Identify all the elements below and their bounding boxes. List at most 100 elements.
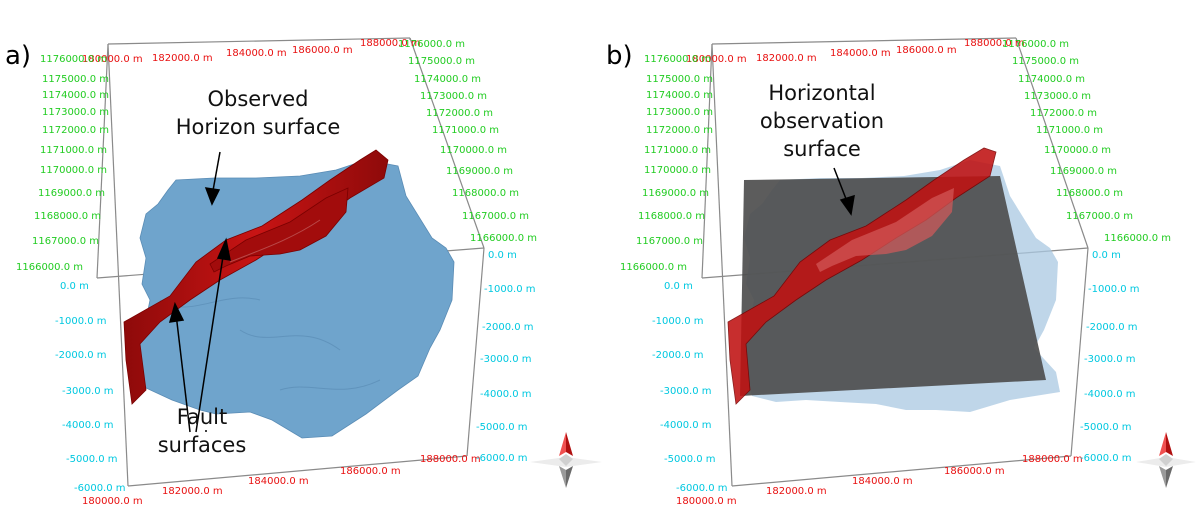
annotation-surface: surface [783,137,861,161]
tick-label: 1172000.0 m [646,125,713,136]
tick-label: 1176000.0 m [1002,39,1069,50]
tick-label: 1167000.0 m [462,211,529,222]
tick-label: 1171000.0 m [1036,125,1103,136]
annotation-observation: observation [760,109,884,133]
tick-label: 1166000.0 m [1104,233,1171,244]
tick-label: -5000.0 m [66,454,118,465]
tick-label: 1170000.0 m [1044,145,1111,156]
tick-label: -2000.0 m [482,322,534,333]
tick-label: 1176000.0 m [644,54,711,65]
tick-label: -3000.0 m [1084,354,1136,365]
tick-label: 182000.0 m [756,53,817,64]
tick-label: 184000.0 m [226,48,287,59]
tick-label: 1166000.0 m [16,262,83,273]
tick-label: 1168000.0 m [34,211,101,222]
tick-label: 188000.0 m [360,38,421,49]
tick-label: 1169000.0 m [446,166,513,177]
x-axis-bottom-ticks: 180000.0 m 182000.0 m 184000.0 m 186000.… [676,454,1083,507]
tick-label: -4000.0 m [660,420,712,431]
tick-label: -4000.0 m [480,389,532,400]
tick-label: 182000.0 m [152,53,213,64]
tick-label: 1167000.0 m [1066,211,1133,222]
tick-label: 188000.0 m [964,38,1025,49]
annotation-horizontal: Horizontal [768,81,875,105]
tick-label: 180000.0 m [82,54,143,65]
tick-label: 1175000.0 m [408,56,475,67]
tick-label: 186000.0 m [340,466,401,477]
panel-a: a) Ob [5,37,602,507]
z-axis-right-ticks: 0.0 m -1000.0 m -2000.0 m -3000.0 m -400… [1080,250,1140,464]
tick-label: 180000.0 m [686,54,747,65]
tick-label: -6000.0 m [476,453,528,464]
horizontal-observation-plane [740,176,1046,396]
tick-label: 184000.0 m [830,48,891,59]
x-axis-top-ticks: 180000.0 m 182000.0 m 184000.0 m 186000.… [82,38,421,65]
tick-label: 186000.0 m [944,466,1005,477]
annotation-arrows [833,167,855,216]
tick-label: 1172000.0 m [426,108,493,119]
fault-surface [816,188,954,272]
y-axis-left-ticks: 1176000.0 m 1175000.0 m 1174000.0 m 1173… [16,54,109,273]
tick-label: -2000.0 m [55,350,107,361]
tick-label: 1169000.0 m [38,188,105,199]
horizon-surface [139,159,455,439]
tick-label: -1000.0 m [1088,284,1140,295]
tick-label: 184000.0 m [248,476,309,487]
orientation-compass-icon [530,432,602,488]
y-axis-right-ticks: 1176000.0 m 1175000.0 m 1174000.0 m 1173… [398,39,537,244]
tick-label: -4000.0 m [1084,389,1136,400]
bounding-box-front [711,43,1089,487]
x-axis-top-ticks: 180000.0 m 182000.0 m 184000.0 m 186000.… [686,38,1025,65]
tick-label: 1175000.0 m [1012,56,1079,67]
tick-label: -5000.0 m [664,454,716,465]
tick-label: 182000.0 m [766,486,827,497]
tick-label: -6000.0 m [1080,453,1132,464]
tick-label: 1173000.0 m [42,107,109,118]
tick-label: 1176000.0 m [398,39,465,50]
tick-label: -5000.0 m [476,422,528,433]
tick-label: 1175000.0 m [42,74,109,85]
fault-surface [209,187,349,273]
tick-label: 180000.0 m [82,496,143,507]
z-axis-left-ticks: 0.0 m -1000.0 m -2000.0 m -3000.0 m -400… [55,281,126,494]
tick-label: 1173000.0 m [420,91,487,102]
tick-label: -3000.0 m [62,386,114,397]
tick-label: -1000.0 m [55,316,107,327]
tick-label: 1172000.0 m [42,125,109,136]
tick-label: 184000.0 m [852,476,913,487]
tick-label: 180000.0 m [676,496,737,507]
orientation-compass-icon [1136,432,1196,488]
annotation-horizon: Horizon surface [176,115,341,139]
tick-label: 1173000.0 m [646,107,713,118]
tick-label: 1171000.0 m [432,125,499,136]
tick-label: 186000.0 m [292,45,353,56]
tick-label: 1169000.0 m [642,188,709,199]
tick-label: 1169000.0 m [1050,166,1117,177]
tick-label: -6000.0 m [676,483,728,494]
tick-label: 1174000.0 m [1018,74,1085,85]
tick-label: -5000.0 m [1080,422,1132,433]
tick-label: -1000.0 m [484,284,536,295]
tick-label: 182000.0 m [162,486,223,497]
tick-label: 1175000.0 m [646,74,713,85]
tick-label: 1170000.0 m [440,145,507,156]
tick-label: -4000.0 m [62,420,114,431]
x-axis-bottom-ticks: 180000.0 m 182000.0 m 184000.0 m 186000.… [82,454,481,507]
tick-label: -2000.0 m [1086,322,1138,333]
annotation-surfaces: surfaces [158,433,247,457]
tick-label: 188000.0 m [1022,454,1083,465]
annotation-observed: Observed [207,87,308,111]
tick-label: 188000.0 m [420,454,481,465]
annotation-arrows [168,151,231,433]
panel-b: b) Horizontal observation surface 180000… [606,37,1196,507]
tick-label: 1168000.0 m [1056,188,1123,199]
tick-label: 1174000.0 m [646,90,713,101]
tick-label: 0.0 m [1092,250,1121,261]
y-axis-left-ticks: 1176000.0 m 1175000.0 m 1174000.0 m 1173… [620,54,713,273]
tick-label: 186000.0 m [896,45,957,56]
tick-label: 1171000.0 m [40,145,107,156]
tick-label: 0.0 m [60,281,89,292]
tick-label: 1170000.0 m [644,165,711,176]
z-axis-left-ticks: 0.0 m -1000.0 m -2000.0 m -3000.0 m -400… [652,281,728,494]
